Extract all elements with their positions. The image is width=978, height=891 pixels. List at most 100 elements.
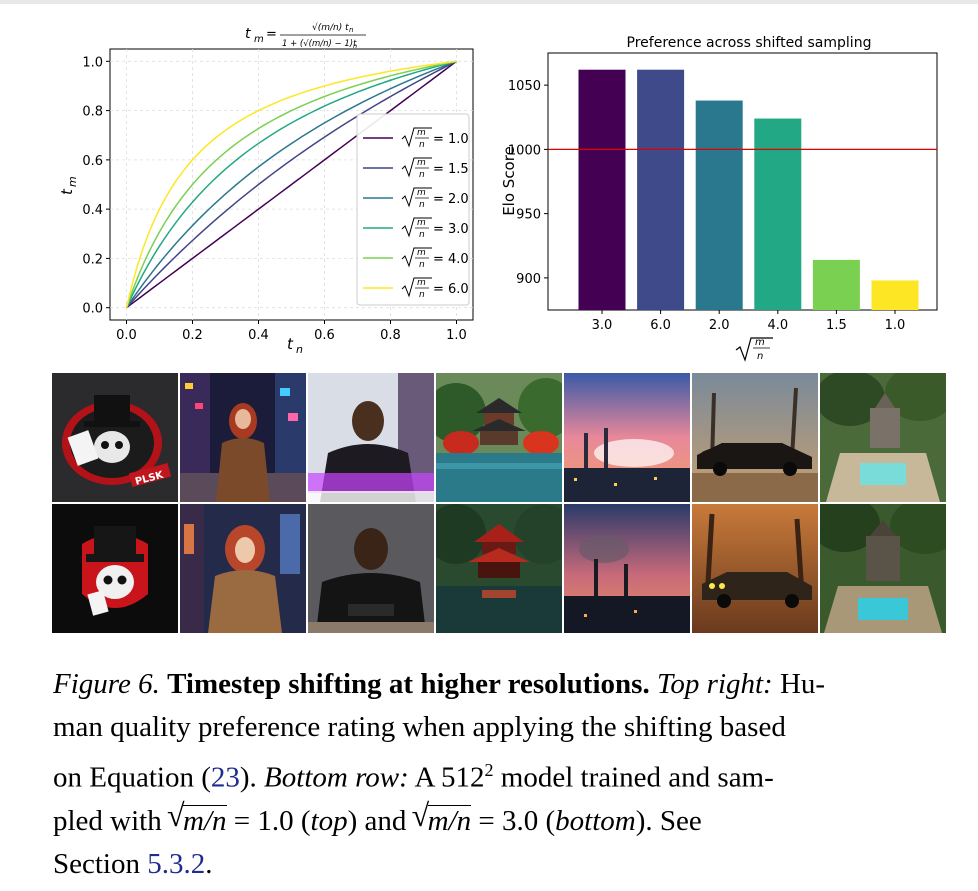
thumb-top-1-skull-logo: PLSK <box>52 373 178 502</box>
bar-y-tick-label-3: 1050 <box>508 79 541 94</box>
legend-frac-n-3: n <box>419 230 425 240</box>
x-ticks: 0.0 0.2 0.4 0.6 0.8 1.0 <box>116 320 467 343</box>
bar-x-tick-label-2: 2.0 <box>709 318 730 333</box>
legend-label-1: = 1.5 <box>433 162 469 177</box>
legend-frac-n-1: n <box>419 170 425 180</box>
legend-frac-m-1: m <box>417 158 426 168</box>
sqrt-glyph-1: √ <box>167 796 185 833</box>
section-link[interactable]: 5.3.2 <box>147 847 206 880</box>
bar-y-ticks: 900 950 1000 1050 <box>508 79 548 287</box>
y-tick-label-0: 0.0 <box>82 302 103 317</box>
image-row-top: PLSK <box>52 373 947 502</box>
skull-logo-image-shifted <box>52 504 178 633</box>
caption-line1-tail: Hu- <box>779 668 826 700</box>
bar-y-tick-label-2: 1000 <box>508 143 541 158</box>
y-ticks: 0.0 0.2 0.4 0.6 0.8 1.0 <box>82 55 110 317</box>
title-den: 1 + (√(m/n) − 1)t <box>282 39 357 49</box>
title-lhs: t <box>245 26 251 42</box>
curves <box>125 60 457 309</box>
bar-chart-title: Preference across shifted sampling <box>627 35 872 51</box>
bar-x-tick-label-3: 4.0 <box>767 318 788 333</box>
legend-frac-n-5: n <box>419 290 425 300</box>
caption-line-2: man quality preference rating when apply… <box>53 711 786 743</box>
y-axis-label: t <box>58 188 76 195</box>
bar-6.0 <box>637 69 685 310</box>
skull-logo-image: PLSK <box>52 373 178 502</box>
legend-sqrt-1 <box>401 157 432 178</box>
y-tick-label-1: 0.2 <box>82 252 103 267</box>
bar-2.0 <box>695 100 743 310</box>
caption-sqrt-2: √ m/n <box>412 799 472 836</box>
bar-4.0 <box>754 118 802 310</box>
thumb-top-5-industrial-sunset <box>564 373 690 502</box>
legend-frac-m-5: m <box>417 278 426 288</box>
thumb-bottom-3-leather-man <box>308 504 434 633</box>
caption-figure-label: Figure 6. <box>53 668 160 700</box>
curve-shift-1 <box>126 60 457 309</box>
caption-line-4: pled with √ m/n = 1.0 (top) and √ m/n = 3.… <box>53 796 702 837</box>
caption-on-equation: on Equation <box>53 761 194 794</box>
caption-title: Timestep shifting at higher resolutions. <box>167 668 650 700</box>
x-tick-label-2: 0.4 <box>248 328 269 343</box>
legend-frac-n-0: n <box>419 140 425 150</box>
thumb-top-4-pagoda <box>436 373 562 502</box>
caption-bottom-row-label: Bottom row: <box>264 761 409 794</box>
legend-frac-n-4: n <box>419 260 425 270</box>
curve-shift-6 <box>125 60 457 308</box>
caption-resolution-exp: 2 <box>484 760 494 780</box>
legend: mn = 1.0mn = 1.5mn = 2.0mn = 3.0mn = 4.0mn = 6… <box>363 127 469 300</box>
legend-frac-m-0: m <box>417 128 426 138</box>
sqrt-glyph-2: √ <box>411 796 430 833</box>
thumb-bottom-7-temple-ruins <box>820 504 946 633</box>
bar-1.5 <box>812 259 860 310</box>
x-tick-label-5: 1.0 <box>446 328 467 343</box>
city-woman-image <box>180 373 306 502</box>
caption-bottom-word: bottom <box>555 804 636 837</box>
thumb-top-7-temple-ruins <box>820 373 946 502</box>
curve-shift-3 <box>125 60 457 308</box>
thumb-top-2-city-woman <box>180 373 306 502</box>
thumb-top-3-leather-man <box>308 373 434 502</box>
x-axis-label: t <box>287 335 294 353</box>
bars <box>578 69 919 310</box>
y-axis-label-group: t m <box>58 176 79 195</box>
elo-bar-chart: Preference across shifted sampling 900 95… <box>500 35 938 362</box>
equation-link[interactable]: 23 <box>210 761 240 794</box>
legend-entry-0: mn = 1.0 <box>363 127 469 150</box>
thumb-bottom-2-city-woman <box>180 504 306 633</box>
caption-line3-tail: model trained and sam- <box>500 761 774 794</box>
caption-resolution: 512 <box>441 761 485 794</box>
caption-mn-1: m/n <box>183 804 227 837</box>
temple-ruins-image-shifted <box>820 504 946 633</box>
legend-sqrt-3 <box>401 217 432 238</box>
vintage-car-image-shifted <box>692 504 818 633</box>
plot-frame <box>109 48 474 321</box>
title-lhs-sub: m <box>254 34 264 45</box>
caption-sqrt-1: √ m/n <box>167 799 227 837</box>
caption-top-right-label: Top right: <box>656 668 773 700</box>
y-tick-label-2: 0.4 <box>82 203 103 218</box>
thumb-bottom-1-skull-logo <box>52 504 178 633</box>
legend-sqrt-5 <box>401 277 432 298</box>
y-tick-label-5: 1.0 <box>82 55 103 70</box>
legend-label-2: = 2.0 <box>433 192 469 207</box>
bar-3.0 <box>578 69 626 310</box>
x-tick-label-3: 0.6 <box>314 328 335 343</box>
caption-section: Section <box>53 847 140 880</box>
bar-x-tick-label-1: 6.0 <box>650 318 671 333</box>
title-num: √(m/n) t <box>312 22 349 33</box>
industrial-sunset-image-shifted <box>564 504 690 633</box>
legend-sqrt-4 <box>401 247 432 268</box>
vintage-car-image <box>692 373 818 502</box>
industrial-sunset-image <box>564 373 690 502</box>
chart-title-formula: t m = √(m/n) t n 1 + (√(m/n) − 1)t n <box>245 22 366 50</box>
legend-frac-m-3: m <box>417 218 426 228</box>
bar-y-axis-label: Elo Score <box>500 146 518 216</box>
caption-top-word: top <box>310 804 348 837</box>
legend-entry-5: mn = 6.0 <box>363 277 469 300</box>
bar-y-tick-label-1: 950 <box>516 208 541 223</box>
caption-a: A <box>414 761 434 794</box>
leather-man-image-shifted <box>308 504 434 633</box>
x-tick-label-1: 0.2 <box>182 328 203 343</box>
caption-eq2: = 3.0 <box>478 804 539 837</box>
